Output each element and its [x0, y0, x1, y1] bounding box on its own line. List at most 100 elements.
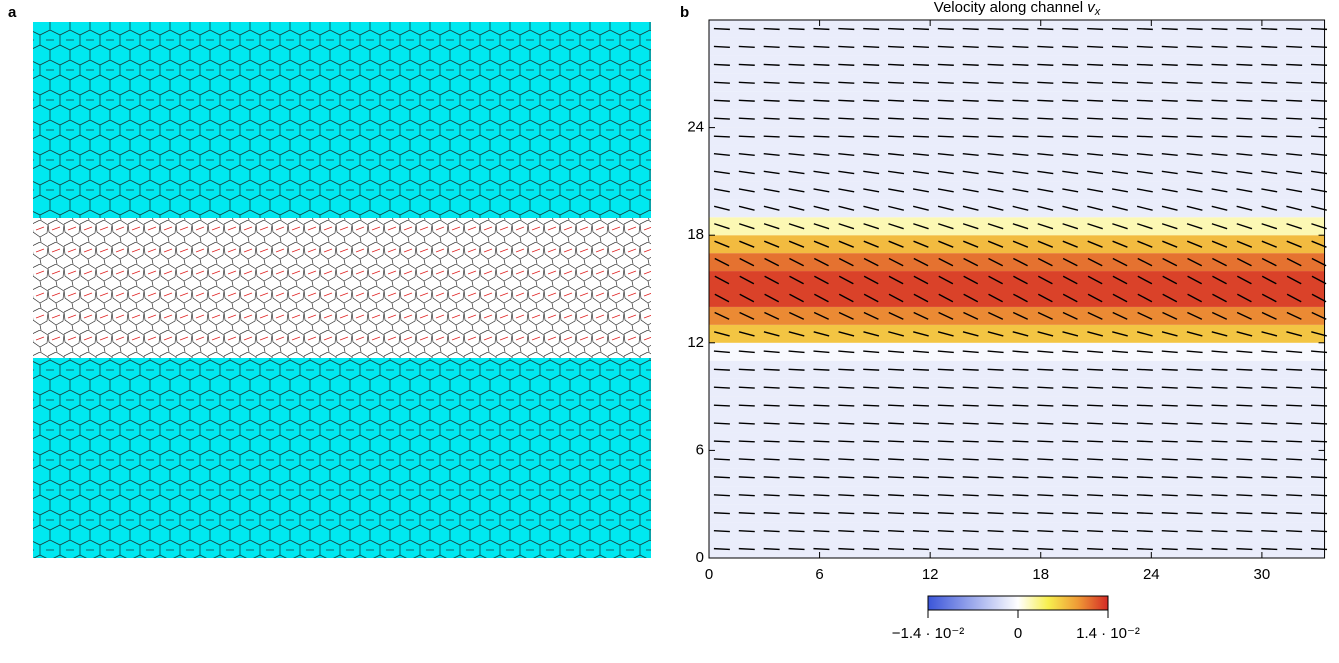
director-dash [813, 440, 830, 443]
director-dash [1236, 99, 1253, 102]
director-dash [962, 170, 979, 175]
director-dash [912, 99, 929, 102]
director-dash [987, 529, 1004, 533]
director-dash [763, 458, 780, 461]
director-dash [1211, 117, 1228, 120]
fluid-channel [33, 218, 651, 359]
director-dash [1161, 529, 1178, 533]
director-dash [1136, 547, 1153, 551]
director-dash [962, 529, 979, 533]
director-dash [912, 63, 929, 66]
director-dash [1111, 135, 1129, 138]
director-dash [963, 311, 979, 320]
director-dash [938, 311, 954, 320]
director-dash [1236, 476, 1253, 479]
director-dash [813, 170, 830, 175]
director-dash [838, 368, 855, 371]
director-dash [1186, 494, 1203, 497]
director-dash [863, 257, 879, 267]
director-dash [888, 27, 905, 31]
director-dash [713, 476, 730, 479]
x-tick-label: 12 [922, 566, 939, 583]
director-dash [863, 45, 880, 49]
director-dash [863, 240, 879, 248]
director-dash [888, 547, 905, 551]
director-dash [789, 275, 804, 285]
director-dash [912, 152, 929, 157]
director-dash [763, 63, 780, 66]
director-dash [888, 293, 904, 303]
director-dash [1136, 205, 1153, 211]
director-dash [1236, 293, 1252, 303]
director-dash [1037, 440, 1054, 443]
director-dash [1286, 240, 1302, 248]
director-dash [1062, 350, 1079, 354]
director-dash [1211, 99, 1228, 102]
director-dash [888, 152, 905, 157]
director-dash [1161, 476, 1178, 479]
director-dash [838, 529, 855, 533]
director-dash [1087, 512, 1104, 515]
director-dash [888, 494, 905, 497]
director-dash [838, 152, 855, 157]
heat-cell [709, 324, 1325, 343]
director-dash [1211, 404, 1228, 407]
director-dash [1162, 311, 1178, 320]
director-dash [912, 386, 929, 389]
director-dash [788, 422, 805, 425]
director-dash [1286, 422, 1303, 425]
heat-cell [709, 217, 1325, 236]
director-dash [838, 275, 854, 285]
director-dash [913, 311, 929, 320]
director-dash [888, 512, 905, 515]
director-dash [1236, 240, 1253, 248]
director-dash [1261, 152, 1278, 157]
director-dash [738, 422, 755, 425]
director-dash [713, 63, 730, 66]
director-dash [788, 152, 805, 157]
director-dash [1286, 63, 1303, 66]
director-dash [987, 205, 1004, 211]
solid-region [33, 358, 651, 558]
director-dash [888, 188, 905, 193]
director-dash [1286, 547, 1303, 551]
director-dash [1037, 63, 1054, 66]
director-dash [1012, 117, 1029, 120]
director-dash [987, 27, 1004, 31]
director-dash [1062, 331, 1079, 337]
director-dash [1087, 205, 1104, 211]
director-dash [1012, 331, 1029, 337]
director-dash [1012, 240, 1029, 248]
chart-title: Velocity along channel vx [934, 0, 1101, 18]
director-dash [763, 188, 780, 193]
director-dash [814, 275, 829, 285]
director-dash [1211, 547, 1228, 551]
director-dash [1136, 27, 1153, 31]
director-dash [1037, 404, 1054, 407]
director-dash [763, 117, 780, 120]
director-dash [838, 170, 855, 175]
director-dash [1136, 458, 1153, 461]
director-dash [813, 240, 830, 248]
director-dash [1161, 63, 1178, 66]
director-dash [813, 458, 830, 461]
director-dash [888, 240, 904, 248]
director-dash [1261, 63, 1278, 66]
director-dash [912, 404, 929, 407]
director-dash [1161, 350, 1178, 354]
director-dash [863, 117, 880, 120]
director-dash [937, 386, 954, 389]
director-dash [1062, 476, 1079, 479]
director-dash [1136, 512, 1153, 515]
panel-label: a [8, 4, 17, 21]
director-dash [1186, 404, 1203, 407]
director-dash [713, 135, 730, 138]
director-dash [1286, 135, 1303, 138]
director-dash [987, 331, 1004, 337]
director-dash [788, 81, 805, 84]
director-dash [1012, 476, 1029, 479]
director-dash [763, 205, 780, 211]
heat-cell [709, 235, 1325, 254]
director-dash [1212, 275, 1227, 285]
director-dash [1161, 81, 1178, 84]
